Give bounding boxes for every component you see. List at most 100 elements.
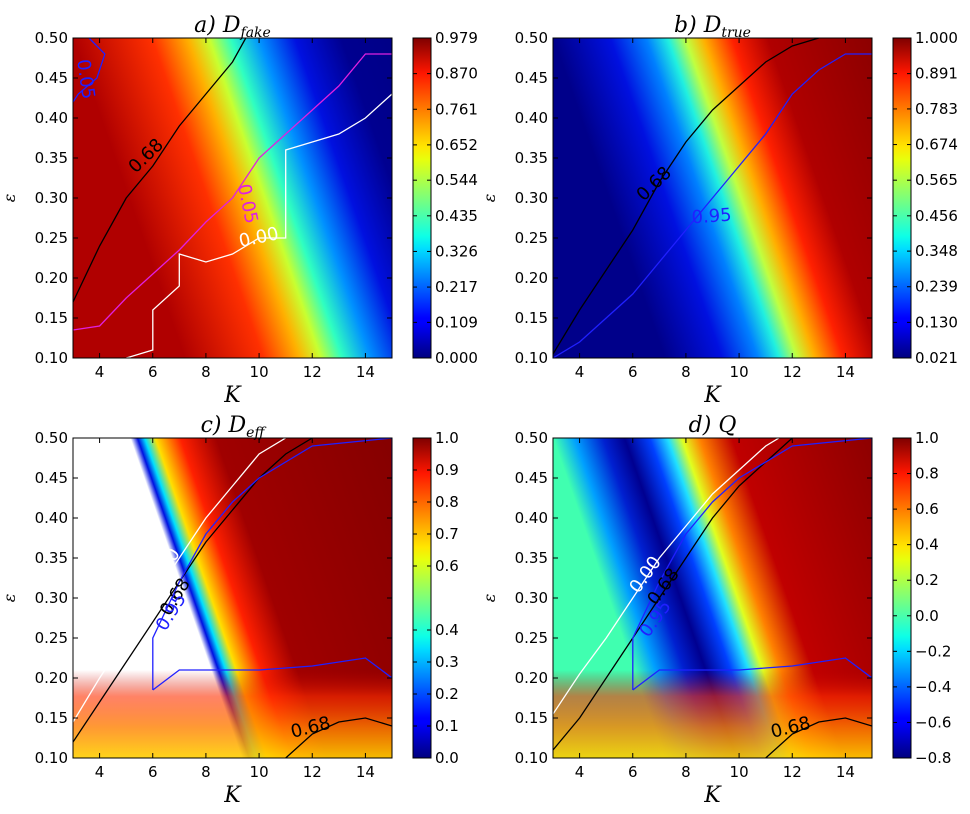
x-tick-label: 14	[836, 763, 855, 781]
contour-line-4	[285, 717, 392, 758]
x-tick-label: 10	[250, 363, 269, 381]
colorbar-tick-label: 0.3	[435, 653, 459, 671]
colorbar-tick-label: −0.2	[915, 642, 951, 660]
y-tick-label: 0.50	[35, 429, 68, 447]
panel-title: d) Q	[689, 413, 737, 438]
panel-title-prefix: b)	[674, 13, 704, 38]
colorbar-tick-label: 0.0	[915, 607, 939, 625]
colorbar-tick-label: 0.239	[915, 278, 958, 296]
y-tick-label: 0.25	[35, 229, 68, 247]
x-tick-label: 6	[148, 363, 158, 381]
panel-title-subscript: true	[721, 25, 751, 41]
y-tick-label: 0.10	[35, 349, 68, 367]
colorbar-tick-label: 0.130	[915, 313, 958, 331]
colorbar-tick-label: −0.6	[915, 713, 951, 731]
y-tick-label: 0.40	[35, 509, 68, 527]
panel-title: c) Deff	[201, 413, 267, 441]
y-tick-label: 0.30	[35, 589, 68, 607]
colorbar-tick-label: 0.9	[435, 461, 459, 479]
y-tick-label: 0.45	[515, 469, 548, 487]
x-tick-label: 12	[783, 363, 802, 381]
colorbar	[412, 37, 432, 359]
colorbar-tick-label: 0.4	[435, 621, 459, 639]
colorbar-tick-label: 0.0	[435, 749, 459, 767]
contour-line-3	[632, 438, 872, 691]
contour-line-4	[73, 38, 106, 103]
panel-title-symbol: D	[703, 13, 722, 38]
x-tick-label: 14	[356, 363, 375, 381]
panel-title-prefix: a)	[194, 13, 223, 38]
y-tick-label: 0.20	[515, 269, 548, 287]
colorbar-tick-label: 0.348	[915, 242, 958, 260]
panel-3: 0.000.680.950.684 6 8 10 12 140.100.150.200.2…	[0, 413, 459, 808]
colorbar-tick-label: 0.565	[915, 171, 958, 189]
contour-line-1	[553, 438, 780, 715]
panel-title-prefix: d)	[689, 413, 719, 438]
y-tick-label: 0.15	[515, 309, 548, 327]
y-tick-label: 0.35	[515, 549, 548, 567]
colorbar-tick-label: 0.217	[435, 278, 478, 296]
panel-title-symbol: D	[228, 413, 247, 438]
colorbar-tick-label: −0.8	[915, 749, 951, 767]
colorbar-tick-label: 0.870	[435, 65, 478, 83]
y-tick-label: 0.15	[35, 709, 68, 727]
x-tick-label: 6	[628, 763, 638, 781]
colorbar-tick-label: 0.652	[435, 136, 478, 154]
panel-title-prefix: c)	[201, 413, 229, 438]
colorbar	[892, 437, 912, 759]
contour-line-1	[553, 38, 819, 355]
contour-line-4	[765, 717, 872, 758]
heatmap-field	[553, 38, 872, 358]
panel-title-subscript: eff	[246, 425, 266, 441]
heatmap-field	[73, 438, 392, 758]
colorbar-tick-label: 0.8	[435, 493, 459, 511]
panel-title-subscript: fake	[240, 25, 271, 41]
colorbar-tick-label: 0.456	[915, 207, 958, 225]
y-tick-label: 0.40	[515, 509, 548, 527]
y-tick-label: 0.45	[35, 469, 68, 487]
x-tick-label: 10	[730, 363, 749, 381]
x-tick-label: 4	[95, 763, 105, 781]
contour-line-3	[152, 438, 392, 691]
x-tick-label: 10	[730, 763, 749, 781]
colorbar	[892, 37, 912, 359]
contour-label: 0.95	[691, 205, 732, 229]
contour-line-1	[73, 438, 287, 723]
y-tick-label: 0.25	[35, 629, 68, 647]
y-tick-label: 0.35	[35, 149, 68, 167]
colorbar-tick-label: 0.7	[435, 525, 459, 543]
panel-2: 0.680.954 6 8 10 12 140.100.150.200.250.300.3…	[480, 13, 958, 408]
y-tick-label: 0.45	[515, 69, 548, 87]
x-tick-label: 8	[201, 363, 211, 381]
x-tick-label: 4	[575, 763, 585, 781]
colorbar-tick-label: 0.8	[915, 465, 939, 483]
y-tick-label: 0.30	[35, 189, 68, 207]
x-tick-label: 6	[148, 763, 158, 781]
contour-line-1	[73, 38, 247, 303]
x-tick-label: 14	[356, 763, 375, 781]
panel-title: a) Dfake	[194, 13, 271, 41]
colorbar-tick-label: 0.2	[435, 685, 459, 703]
contour-line-3	[126, 93, 392, 358]
colorbar-tick-label: 1.0	[435, 429, 459, 447]
colorbar-tick-label: 0.6	[915, 500, 939, 518]
x-tick-label: 12	[303, 363, 322, 381]
colorbar-tick-label: 1.000	[915, 29, 958, 47]
y-tick-label: 0.40	[35, 109, 68, 127]
y-tick-label: 0.15	[35, 309, 68, 327]
colorbar-tick-label: 0.891	[915, 65, 958, 83]
colorbar-tick-label: 1.0	[915, 429, 939, 447]
heatmap-low-band	[73, 670, 392, 758]
y-tick-label: 0.25	[515, 229, 548, 247]
y-tick-label: 0.25	[515, 629, 548, 647]
y-tick-label: 0.20	[35, 269, 68, 287]
y-tick-label: 0.20	[35, 669, 68, 687]
colorbar-tick-label: 0.109	[435, 313, 478, 331]
colorbar-tick-label: 0.4	[915, 536, 939, 554]
colorbar-tick-label: 0.544	[435, 171, 478, 189]
x-tick-label: 12	[783, 763, 802, 781]
y-tick-label: 0.10	[515, 749, 548, 767]
y-tick-label: 0.30	[515, 589, 548, 607]
panel-title-symbol: D	[222, 13, 241, 38]
panel-4: 0.000.680.950.684 6 8 10 12 140.100.150.200.2…	[480, 413, 951, 808]
